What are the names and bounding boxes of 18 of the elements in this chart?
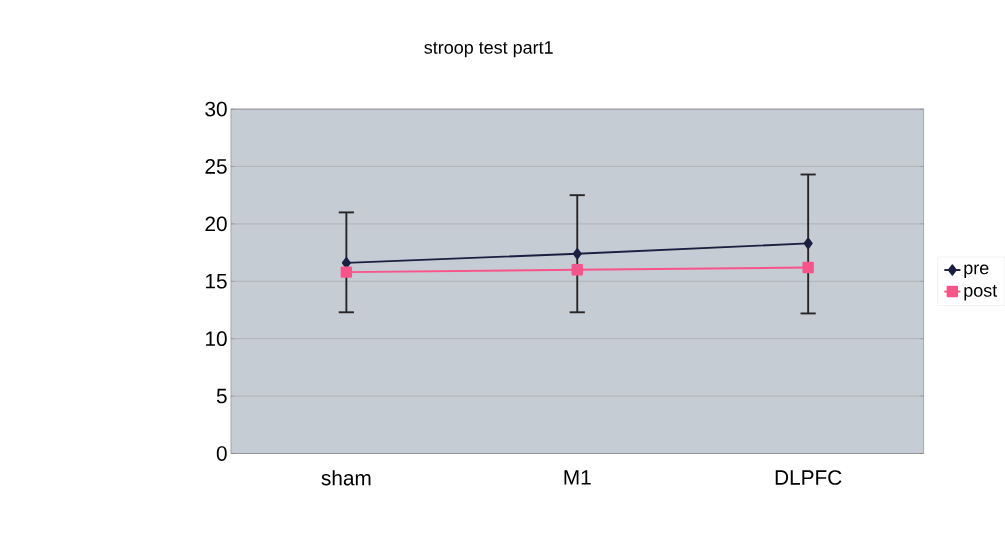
x-tick-label: M1 — [564, 470, 591, 485]
y-tick-label: 30 — [205, 101, 227, 117]
legend-label: post — [964, 284, 998, 301]
x-tick-label: sham — [321, 470, 371, 486]
y-tick-label: 15 — [206, 273, 227, 289]
y-tick-label: 0 — [216, 446, 227, 461]
point — [803, 237, 813, 249]
legend-label: pre — [964, 264, 989, 278]
x-tick-label: DLPFC — [775, 470, 842, 485]
point — [572, 247, 582, 260]
y-tick-label: 20 — [205, 216, 227, 232]
y-tick-label: 25 — [205, 158, 227, 174]
point — [340, 266, 353, 278]
y-tick-label: 10 — [206, 331, 227, 346]
point — [802, 261, 814, 274]
chart-title: stroop test part1 — [424, 41, 553, 58]
point — [571, 263, 583, 276]
y-tick-label: 5 — [216, 388, 227, 404]
